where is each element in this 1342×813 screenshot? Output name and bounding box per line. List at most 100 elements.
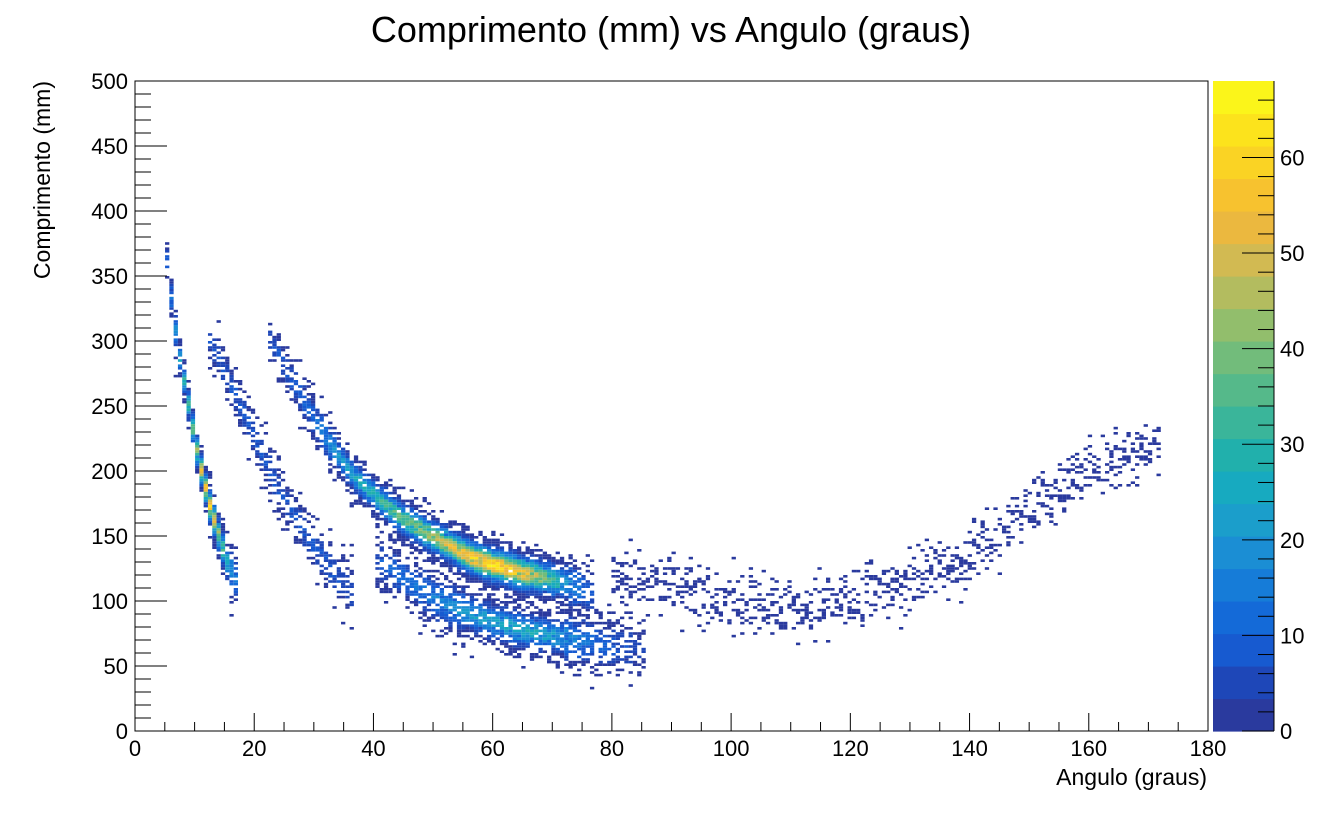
heatmap-cell (516, 572, 522, 575)
heatmap-cell (452, 523, 457, 526)
heatmap-cell (220, 348, 226, 352)
heatmap-cell (405, 580, 410, 583)
heatmap-cell (392, 559, 397, 562)
heatmap-cell (225, 551, 230, 555)
color-scale-segment (1213, 568, 1274, 602)
heatmap-cell (486, 640, 492, 643)
heatmap-cell (1044, 504, 1050, 508)
color-scale-bar (1213, 81, 1274, 732)
heatmap-cell (444, 585, 449, 588)
heatmap-cell (1135, 455, 1140, 458)
heatmap-cell (341, 458, 346, 461)
heatmap-cell (770, 614, 775, 617)
heatmap-cell (409, 601, 414, 604)
heatmap-cell (538, 580, 543, 583)
heatmap-cell (199, 455, 204, 458)
heatmap-cell (564, 637, 569, 640)
heatmap-cell (516, 619, 522, 622)
heatmap-cell (469, 564, 475, 568)
heatmap-cell (1156, 473, 1161, 477)
heatmap-cell (302, 395, 307, 399)
heatmap-cell (564, 590, 569, 594)
heatmap-cell (392, 541, 397, 544)
heatmap-cell (220, 523, 226, 526)
heatmap-cell (632, 663, 638, 666)
heatmap-cell (937, 575, 942, 578)
heatmap-cell (589, 645, 595, 648)
heatmap-cell (559, 650, 565, 653)
heatmap-cell (547, 655, 552, 659)
heatmap-cell (332, 606, 337, 609)
heatmap-cell (508, 556, 513, 560)
heatmap-cell (426, 559, 432, 562)
heatmap-cell (748, 567, 754, 570)
heatmap-cell (431, 590, 436, 594)
heatmap-cell (877, 577, 882, 581)
heatmap-cell (238, 419, 243, 422)
heatmap-cell (808, 619, 814, 622)
heatmap-cell (834, 601, 839, 604)
heatmap-cell (542, 629, 548, 633)
heatmap-cell (611, 559, 616, 562)
heatmap-cell (422, 593, 427, 596)
heatmap-cell (293, 538, 299, 542)
heatmap-cell (341, 452, 346, 456)
heatmap-cell (499, 611, 505, 614)
heatmap-cell (534, 575, 539, 578)
heatmap-cell (808, 601, 814, 604)
heatmap-cell (212, 538, 217, 542)
heatmap-cell (920, 577, 925, 581)
heatmap-cell (512, 624, 517, 627)
heatmap-cell (362, 481, 367, 484)
heatmap-cell (465, 564, 470, 568)
heatmap-cell (564, 588, 569, 591)
heatmap-cell (409, 515, 414, 518)
heatmap-cell (349, 471, 354, 474)
heatmap-cell (641, 572, 646, 575)
heatmap-cell (611, 645, 616, 648)
heatmap-cell (285, 385, 290, 388)
heatmap-cell (448, 629, 453, 633)
heatmap-cell (860, 624, 865, 627)
heatmap-cell (959, 562, 964, 565)
heatmap-cell (504, 642, 509, 646)
heatmap-cell (328, 421, 333, 425)
heatmap-cell (521, 614, 526, 617)
heatmap-cell (323, 432, 329, 435)
heatmap-cell (482, 588, 487, 591)
heatmap-cell (778, 627, 784, 630)
heatmap-cell (182, 390, 187, 393)
heatmap-cell (645, 577, 651, 581)
heatmap-cell (564, 564, 569, 568)
heatmap-cell (268, 491, 273, 495)
heatmap-cell (607, 621, 612, 625)
heatmap-cell (478, 556, 483, 560)
heatmap-cell (491, 632, 496, 635)
heatmap-cell (405, 606, 410, 609)
heatmap-cell (1079, 497, 1084, 500)
heatmap-cell (461, 533, 466, 536)
heatmap-cell (886, 603, 891, 607)
heatmap-cell (207, 367, 213, 370)
heatmap-cell (637, 588, 642, 591)
heatmap-cell (529, 569, 535, 573)
heatmap-cell (366, 494, 372, 497)
heatmap-cell (512, 556, 517, 560)
heatmap-cell (310, 403, 316, 406)
heatmap-cell (529, 564, 535, 568)
heatmap-cell (332, 442, 337, 445)
heatmap-cell (843, 575, 848, 578)
heatmap-cell (547, 562, 552, 565)
heatmap-cell (602, 653, 608, 656)
heatmap-cell (512, 606, 517, 609)
heatmap-cell (851, 588, 857, 591)
heatmap-cell (298, 515, 303, 518)
heatmap-cell (220, 356, 226, 360)
heatmap-cell (525, 559, 530, 562)
heatmap-cell (620, 624, 625, 627)
heatmap-cell (246, 458, 251, 461)
heatmap-cell (323, 426, 329, 430)
heatmap-cell (362, 468, 367, 471)
heatmap-cell (920, 595, 925, 599)
heatmap-cell (1096, 458, 1101, 461)
